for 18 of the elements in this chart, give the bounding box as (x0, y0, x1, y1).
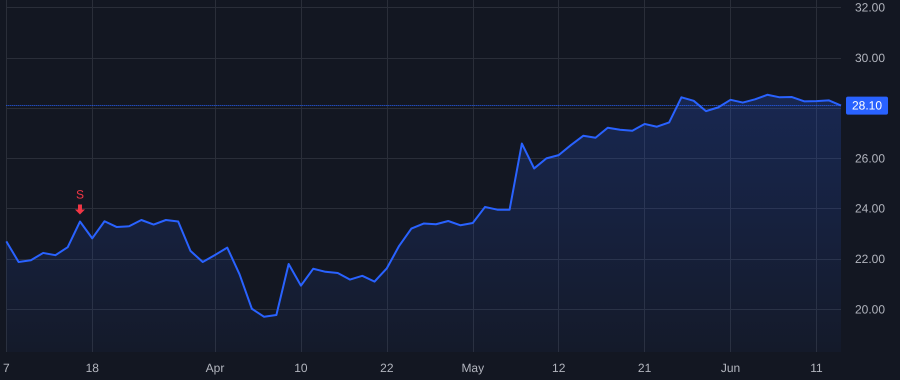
annotation: S (76, 188, 84, 202)
x-tick-label: 21 (638, 361, 652, 375)
y-tick-label: 24.00 (855, 202, 886, 216)
y-tick-label: 26.00 (855, 151, 886, 166)
x-tick-label: May (461, 361, 484, 375)
x-tick-label: 12 (552, 361, 566, 375)
x-tick-label: 11 (810, 361, 823, 375)
y-tick-label: 20.00 (855, 302, 886, 316)
y-tick-label: 30.00 (855, 50, 886, 65)
ref-line-label: 28.10 (852, 98, 882, 113)
x-tick-label: 7 (2, 361, 10, 375)
x-tick-label: 10 (294, 361, 308, 375)
x-tick-label: Jun (720, 361, 740, 375)
y-tick-label: 32.00 (855, 0, 886, 15)
x-tick-label: 18 (86, 361, 100, 375)
x-tick-label: Apr (206, 361, 224, 375)
y-tick-label: 22.00 (855, 252, 886, 266)
x-tick-label: 22 (380, 361, 394, 375)
